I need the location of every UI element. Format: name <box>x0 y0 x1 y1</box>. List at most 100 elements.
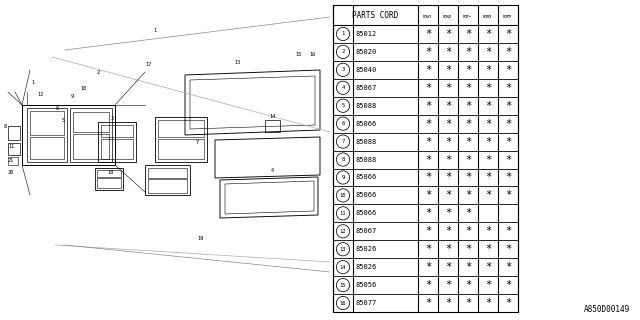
Text: *: * <box>505 119 511 129</box>
Text: 2: 2 <box>341 49 344 54</box>
Text: 5: 5 <box>61 117 65 123</box>
Text: *: * <box>485 101 491 111</box>
Bar <box>145 165 190 195</box>
Text: *: * <box>485 155 491 164</box>
Bar <box>158 120 204 137</box>
Text: *: * <box>505 65 511 75</box>
Text: 8
8: 8 8 <box>483 13 493 17</box>
Text: 14: 14 <box>340 265 346 270</box>
Text: 9: 9 <box>70 93 74 99</box>
Text: *: * <box>485 137 491 147</box>
Text: *: * <box>425 65 431 75</box>
Text: 85067: 85067 <box>356 85 377 91</box>
Text: *: * <box>465 244 471 254</box>
Text: 12: 12 <box>37 92 43 97</box>
Text: 3: 3 <box>111 116 113 121</box>
Text: 8: 8 <box>3 124 6 130</box>
Text: *: * <box>465 262 471 272</box>
Text: 8
6: 8 6 <box>443 13 453 17</box>
Bar <box>73 134 109 159</box>
Text: *: * <box>505 172 511 182</box>
Text: 8
9: 8 9 <box>503 13 513 17</box>
Text: *: * <box>445 262 451 272</box>
Text: 20: 20 <box>8 171 14 175</box>
Text: 85066: 85066 <box>356 192 377 198</box>
Bar <box>8 143 20 155</box>
Text: *: * <box>425 29 431 39</box>
Bar <box>95 168 123 190</box>
Text: 8
7: 8 7 <box>463 13 473 17</box>
Text: *: * <box>425 155 431 164</box>
Text: 4: 4 <box>341 85 344 90</box>
Text: *: * <box>425 262 431 272</box>
Text: *: * <box>425 298 431 308</box>
Text: 3: 3 <box>341 67 344 72</box>
Text: *: * <box>425 83 431 93</box>
Text: 85066: 85066 <box>356 210 377 216</box>
Text: *: * <box>505 262 511 272</box>
Text: PARTS CORD: PARTS CORD <box>353 11 399 20</box>
Text: *: * <box>465 83 471 93</box>
Text: 6: 6 <box>341 121 344 126</box>
Text: 8
5: 8 5 <box>423 13 433 17</box>
Text: 1: 1 <box>341 31 344 36</box>
Text: 9: 9 <box>341 175 344 180</box>
Text: *: * <box>445 298 451 308</box>
Text: *: * <box>465 280 471 290</box>
Text: 85026: 85026 <box>356 264 377 270</box>
Text: 85056: 85056 <box>356 282 377 288</box>
Text: *: * <box>505 155 511 164</box>
Text: *: * <box>425 47 431 57</box>
Text: *: * <box>425 101 431 111</box>
Text: *: * <box>465 155 471 164</box>
Text: 85067: 85067 <box>356 228 377 234</box>
Text: 85066: 85066 <box>356 121 377 127</box>
Text: 1: 1 <box>154 28 157 33</box>
Bar <box>265 120 280 132</box>
Text: *: * <box>485 83 491 93</box>
Text: *: * <box>485 298 491 308</box>
Text: *: * <box>425 280 431 290</box>
Bar <box>333 5 518 312</box>
Text: *: * <box>425 190 431 200</box>
Text: *: * <box>445 29 451 39</box>
Text: 11: 11 <box>8 145 14 149</box>
Text: *: * <box>505 29 511 39</box>
Text: *: * <box>425 137 431 147</box>
Text: *: * <box>465 29 471 39</box>
Text: 85088: 85088 <box>356 103 377 109</box>
Text: 15: 15 <box>295 52 301 58</box>
Text: *: * <box>485 119 491 129</box>
Bar <box>97 170 121 177</box>
Text: *: * <box>445 119 451 129</box>
Text: *: * <box>445 101 451 111</box>
Text: 85088: 85088 <box>356 139 377 145</box>
Text: 1: 1 <box>31 79 35 84</box>
Text: 15: 15 <box>340 283 346 288</box>
Bar <box>8 126 20 140</box>
Text: 19: 19 <box>197 236 203 241</box>
Text: A850D00149: A850D00149 <box>584 305 630 314</box>
Bar <box>73 112 109 132</box>
Text: *: * <box>445 65 451 75</box>
Text: *: * <box>465 226 471 236</box>
Text: *: * <box>485 244 491 254</box>
Text: *: * <box>445 47 451 57</box>
Bar <box>30 137 64 159</box>
Bar <box>8 157 18 165</box>
Text: 4: 4 <box>271 167 273 172</box>
Text: 85012: 85012 <box>356 31 377 37</box>
Text: *: * <box>465 101 471 111</box>
Text: 7: 7 <box>341 139 344 144</box>
Text: 85088: 85088 <box>356 156 377 163</box>
Bar <box>148 168 187 178</box>
Bar <box>101 125 133 137</box>
Bar <box>155 117 207 162</box>
Text: *: * <box>445 172 451 182</box>
Text: *: * <box>485 262 491 272</box>
Text: *: * <box>465 47 471 57</box>
Text: *: * <box>485 29 491 39</box>
Text: *: * <box>465 119 471 129</box>
Text: 85066: 85066 <box>356 174 377 180</box>
Text: *: * <box>505 298 511 308</box>
